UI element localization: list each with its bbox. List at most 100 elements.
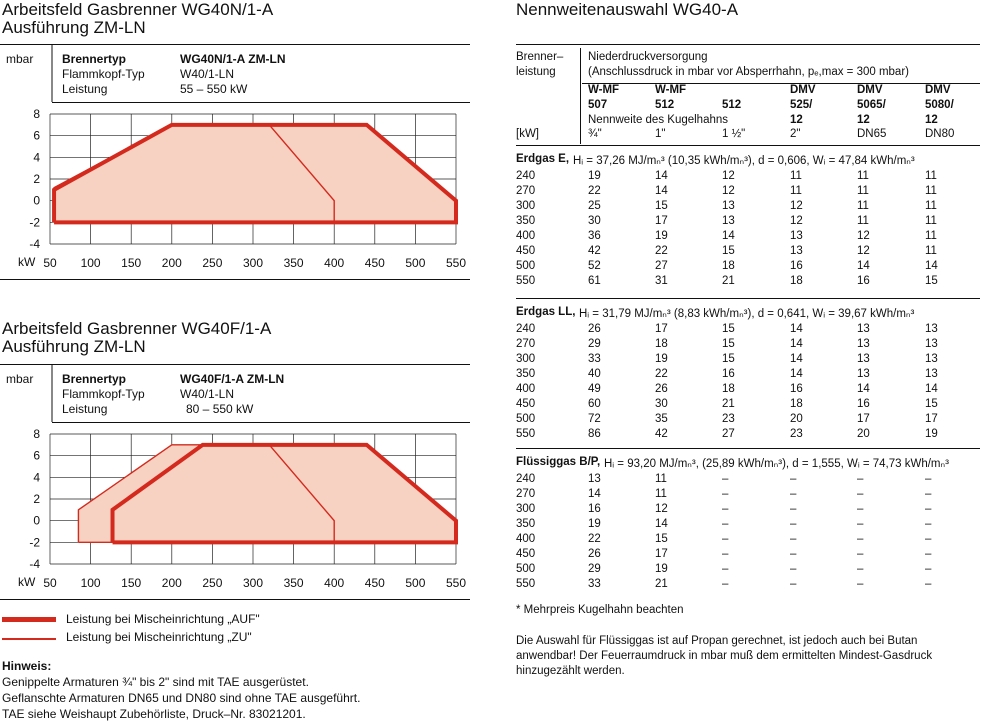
chart2-info-value-2: W40/1-LN — [180, 387, 235, 401]
table-cell: 22 — [588, 185, 601, 197]
chart2-x-unit: kW — [18, 575, 36, 589]
header-size-1: 1" — [655, 128, 666, 140]
header-type-3: 525/ — [790, 99, 813, 111]
chart2-info-label-1: Brennertyp — [62, 372, 127, 386]
table-cell: – — [722, 473, 729, 485]
table-cell: 13 — [588, 473, 601, 485]
table-cell: – — [925, 578, 932, 590]
table-cell: 13 — [857, 353, 870, 365]
table-cell: 13 — [857, 338, 870, 350]
chart1-area-fill — [54, 124, 457, 223]
table-cell-kw: 500 — [516, 413, 536, 425]
table-cell: 72 — [588, 413, 601, 425]
table-cell: 60 — [588, 398, 601, 410]
section-spec: Hᵢ = 37,26 MJ/mₙ³ (10,35 kWh/mₙ³), d = 0… — [573, 155, 915, 167]
table-cell-kw: 550 — [516, 275, 536, 287]
section-name: Flüssiggas B/P, — [516, 456, 601, 468]
table-cell: 30 — [588, 215, 601, 227]
table-cell: 29 — [588, 563, 601, 575]
chart1-x-tick-label: 400 — [324, 256, 344, 270]
header-type-2: 512 — [722, 99, 742, 111]
table-cell: 11 — [857, 215, 869, 227]
table-cell-kw: 400 — [516, 383, 536, 395]
table-cell: 27 — [655, 260, 668, 272]
table-cell-kw: 450 — [516, 245, 536, 257]
chart1-x-tick-label: 450 — [365, 256, 385, 270]
chart2-info-value-3: 80 – 550 kW — [186, 402, 254, 416]
header-niederdruck: Niederdruckversorgung — [588, 51, 708, 63]
table-cell: 14 — [857, 383, 870, 395]
table-cell: – — [925, 518, 932, 530]
chart1-info-label-3: Leistung — [62, 82, 108, 96]
table-cell: 15 — [722, 323, 735, 335]
table-cell-kw: 350 — [516, 518, 536, 530]
table-cell: 16 — [790, 260, 803, 272]
table-cell: 11 — [925, 245, 937, 257]
section-name: Erdgas LL, — [516, 306, 576, 318]
table-cell: 22 — [655, 245, 668, 257]
header-type-4: 5065/ — [857, 99, 886, 111]
chart2-info-value-1: WG40F/1-A ZM-LN — [180, 372, 285, 386]
table-cell: – — [790, 563, 797, 575]
table-cell: 86 — [588, 428, 601, 440]
chart1-y-tick-label: -4 — [29, 237, 40, 251]
table-cell: 11 — [790, 185, 802, 197]
header-rule — [582, 83, 980, 84]
table-cell-kw: 350 — [516, 215, 536, 227]
table-cell: 16 — [790, 383, 803, 395]
table-cell-kw: 240 — [516, 473, 536, 485]
header-size-5: DN80 — [925, 128, 955, 140]
table-cell: 42 — [588, 245, 601, 257]
table-cell: 15 — [722, 353, 735, 365]
table-cell-kw: 350 — [516, 368, 536, 380]
header-brenner-1: Brenner– — [516, 51, 564, 63]
table-cell: 21 — [722, 398, 735, 410]
table-cell: – — [925, 563, 932, 575]
chart2-x-tick-label: 450 — [365, 576, 385, 590]
note-line-3: hinzugezählt werden. — [516, 665, 625, 677]
table-cell: 13 — [790, 230, 803, 242]
chart1-info-value-2: W40/1-LN — [180, 67, 235, 81]
chart2-series-auf — [110, 442, 458, 545]
table-cell: 15 — [722, 245, 735, 257]
table-cell-kw: 500 — [516, 260, 536, 272]
note-line-2: anwendbar! Der Feuerraumdruck in mbar mu… — [516, 650, 933, 662]
table-cell: – — [925, 488, 932, 500]
section-name: Erdgas E, — [516, 153, 570, 165]
table-cell: 61 — [588, 275, 601, 287]
table-cell: 14 — [655, 518, 668, 530]
table-cell: 16 — [588, 503, 601, 515]
chart2-x-tick-label: 50 — [43, 576, 57, 590]
table-cell: 19 — [655, 353, 668, 365]
table-cell: 17 — [655, 323, 668, 335]
table-cell: 13 — [925, 353, 938, 365]
header-type2-4: 12 — [857, 114, 870, 126]
table-cell: 16 — [722, 368, 735, 380]
chart1-y-tick-label: 6 — [33, 129, 40, 143]
chart1-y-unit: mbar — [6, 52, 34, 66]
header-nennweite: Nennweite des Kugelhahns — [588, 114, 729, 126]
header-group-3: DMV — [790, 84, 816, 96]
chart1-svg: 8 6 4 2 0 -2 -450 100 150 200 250 300 350 400 450 500 55… — [0, 44, 470, 280]
hinweis-title: Hinweis: — [2, 659, 52, 673]
table-cell: 29 — [588, 338, 601, 350]
section-spec: Hᵢ = 31,79 MJ/mₙ³ (8,83 kWh/mₙ³), d = 0,… — [579, 308, 915, 320]
hinweis-line-3: TAE siehe Weishaupt Zubehörliste, Druck–… — [2, 707, 306, 721]
chart1-subtitle: Ausführung ZM-LN — [2, 18, 146, 37]
table-cell: 11 — [655, 488, 667, 500]
table-cell: 35 — [655, 413, 668, 425]
chart1-info-label-2: Flammkopf-Typ — [62, 67, 145, 81]
table-cell: 18 — [790, 398, 803, 410]
table-cell: 36 — [588, 230, 601, 242]
table-cell: 18 — [655, 338, 668, 350]
header-type-1: 512 — [655, 99, 675, 111]
header-kw: [kW] — [516, 128, 539, 140]
table-cell-kw: 550 — [516, 578, 536, 590]
table-cell: – — [925, 533, 932, 545]
table-cell: – — [790, 503, 797, 515]
chart2-subtitle: Ausführung ZM-LN — [2, 337, 146, 356]
header-anschlussdruck: (Anschlussdruck in mbar vor Absperrhahn,… — [588, 66, 909, 78]
table-cell: – — [790, 533, 797, 545]
table-cell: 30 — [655, 398, 668, 410]
chart1-y-tick-label: 2 — [33, 172, 40, 186]
